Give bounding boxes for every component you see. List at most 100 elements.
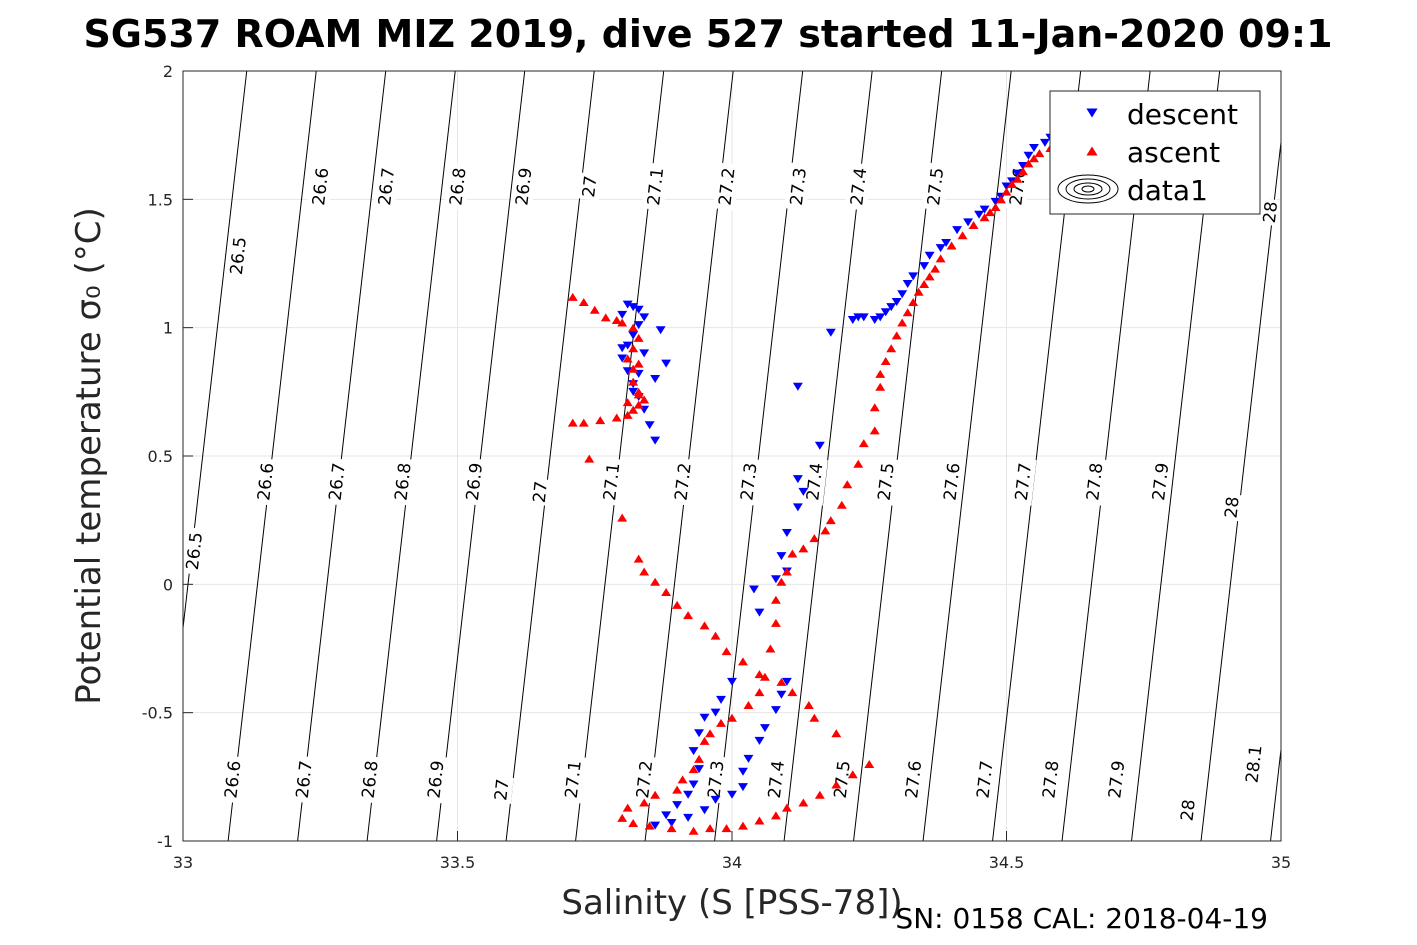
isopycnal-label-text: 27.6 — [902, 760, 926, 800]
descent-point — [650, 821, 661, 830]
ascent-point — [798, 798, 809, 807]
ascent-point — [628, 364, 639, 373]
isopycnal-label: 27.6 — [899, 755, 927, 804]
isopycnal-label: 26.6 — [306, 162, 334, 211]
ascent-point — [809, 534, 820, 543]
isopycnal-line — [1270, 749, 1282, 842]
descent-point — [979, 205, 990, 214]
ascent-point — [617, 513, 628, 522]
descent-point — [666, 819, 677, 828]
descent-point — [908, 272, 919, 281]
isopycnal-label: 26.7 — [372, 162, 400, 211]
isopycnal-label-bg — [784, 162, 812, 211]
ascent-point — [814, 790, 825, 799]
ascent-point — [902, 308, 913, 317]
isopycnal-label-text: 28 — [1260, 200, 1282, 224]
isopycnal-label-text: 27 — [491, 778, 513, 802]
descent-point — [661, 359, 672, 368]
ascent-point — [567, 292, 578, 301]
ascent-point — [639, 395, 650, 404]
isopycnal-label: 27.5 — [921, 162, 949, 211]
ascent-point — [875, 382, 886, 391]
ascent-point — [628, 344, 639, 353]
ascent-point — [578, 418, 589, 427]
isopycnal-label-text: 27.2 — [633, 760, 657, 800]
ascent-point — [589, 305, 600, 314]
ascent-point — [628, 819, 639, 828]
descent-point — [743, 754, 754, 763]
descent-point — [1023, 151, 1034, 160]
ascent-point — [880, 357, 891, 366]
isopycnal-label: 27 — [489, 775, 514, 804]
ascent-point — [924, 272, 935, 281]
isopycnal-label-bg — [218, 755, 246, 804]
descent-point — [738, 783, 748, 792]
isopycnal-label-bg — [421, 755, 450, 804]
ascent-point — [600, 313, 611, 322]
x-tick-label: 33 — [173, 853, 193, 872]
isopycnal-label: 27.4 — [800, 457, 828, 506]
ascent-point — [776, 577, 787, 586]
isopycnal-label-bg — [443, 162, 472, 211]
isopycnal-label: 27.2 — [630, 755, 658, 804]
isopycnal-label-bg — [597, 457, 625, 506]
isopycnal-label-text: 26.7 — [293, 760, 317, 800]
isopycnal-label-text: 27.1 — [562, 760, 586, 800]
descent-point — [672, 801, 683, 810]
descent-point — [792, 382, 803, 391]
isopycnal-label-text: 26.5 — [183, 531, 207, 571]
ascent-point — [721, 647, 732, 656]
descent-point — [683, 790, 694, 799]
isopycnal-label: 27 — [576, 172, 602, 201]
isopycnal-label-bg — [576, 172, 602, 201]
ascent-point — [946, 241, 957, 250]
isopycnal-label-text: 27.1 — [600, 462, 624, 502]
legend-label-descent: descent — [1127, 98, 1238, 131]
isopycnal-label-bg — [1009, 457, 1037, 506]
descent-point — [902, 280, 913, 289]
legend-marker-descent — [1086, 108, 1098, 118]
descent-point — [963, 218, 974, 227]
descent-point — [1028, 144, 1039, 152]
descent-point — [617, 344, 628, 353]
x-tick-label: 33.5 — [440, 853, 476, 872]
y-tick-label: 2 — [163, 62, 173, 81]
descent-point — [792, 475, 803, 484]
descent-point — [776, 552, 787, 561]
ascent-point — [847, 770, 858, 779]
isopycnal-label-text: 26.6 — [309, 167, 333, 207]
isopycnal-label-text: 27.7 — [1012, 462, 1036, 502]
ascent-point — [721, 824, 732, 833]
ascent-point — [869, 403, 880, 412]
isopycnal-label-bg — [389, 457, 417, 506]
isopycnal-label: 27.5 — [872, 457, 900, 506]
isopycnal-label-bg — [938, 457, 966, 506]
ascent-point — [787, 549, 798, 558]
descent-point — [990, 197, 1001, 206]
descent-point — [924, 251, 935, 260]
x-tick-label: 34.5 — [989, 853, 1025, 872]
isopycnal-label-bg — [630, 755, 658, 804]
ascent-point — [968, 221, 979, 229]
descent-point — [622, 300, 633, 309]
ascent-point — [688, 826, 699, 835]
isopycnal-label-text: 27.5 — [831, 760, 855, 800]
descent-point — [1001, 182, 1012, 191]
isopycnal-label-text: 27.3 — [737, 462, 761, 502]
ascent-point — [825, 516, 836, 525]
isopycnal-label-text: 26.9 — [512, 167, 536, 207]
ascent-point — [831, 780, 842, 789]
ascent-point — [666, 824, 677, 833]
isopycnal-label-bg — [290, 755, 318, 804]
isopycnal-label: 26.6 — [218, 755, 246, 804]
ascent-point — [727, 713, 737, 722]
descent-point — [617, 310, 628, 319]
isopycnal-label-text: 26.7 — [326, 462, 350, 502]
descent-point — [880, 308, 891, 317]
ascent-point — [595, 416, 606, 425]
ascent-point — [798, 544, 809, 553]
ascent-point — [639, 798, 650, 807]
ascent-point — [1023, 159, 1034, 168]
isopycnal-label-text: 27.8 — [1039, 760, 1063, 800]
ascent-point — [639, 567, 650, 576]
